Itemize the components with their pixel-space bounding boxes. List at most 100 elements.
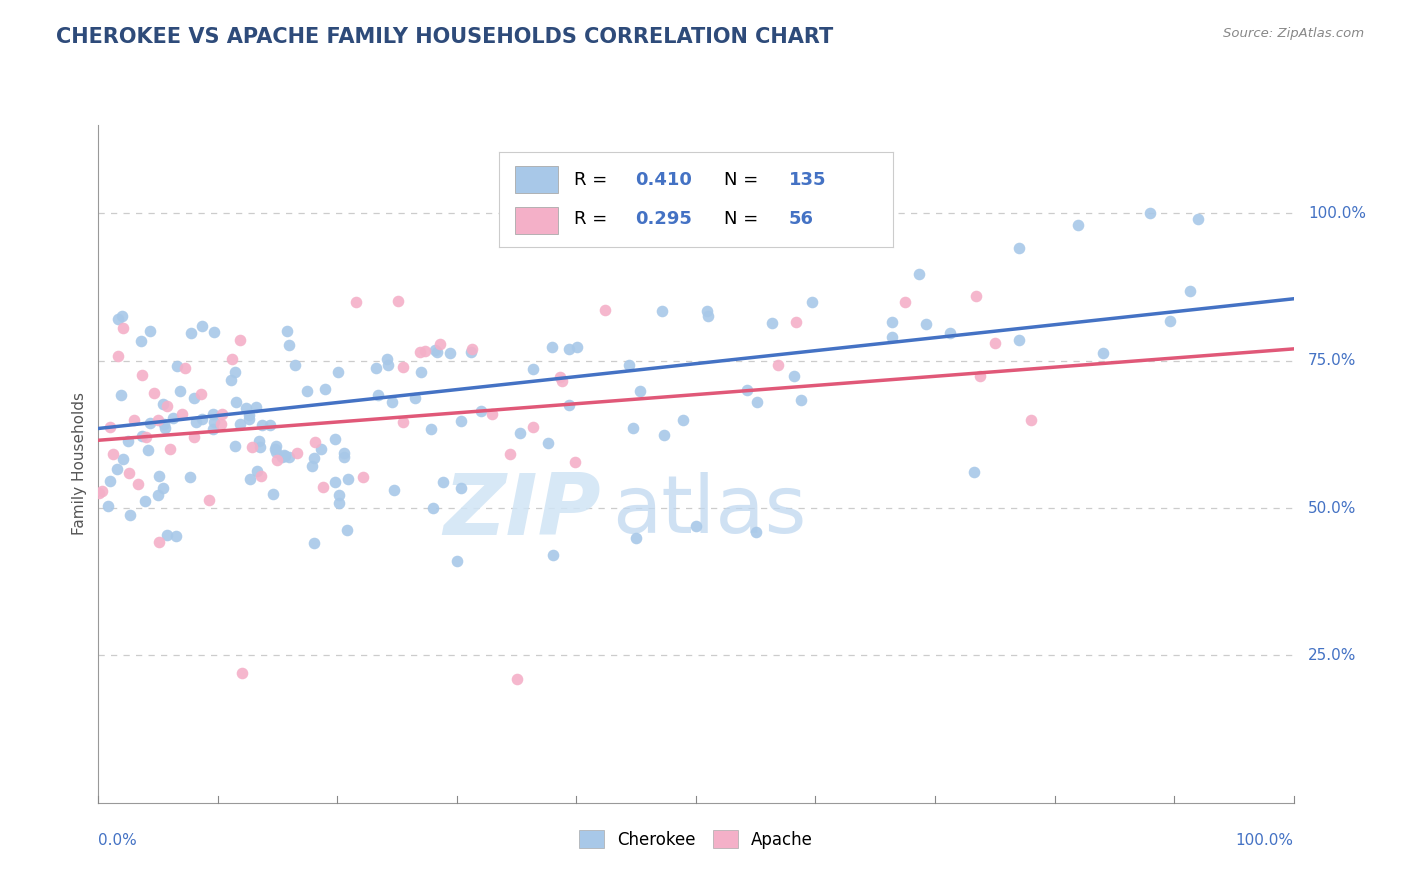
Point bbox=[245, 400, 267, 414]
Point bbox=[166, 359, 188, 374]
Point bbox=[619, 359, 641, 373]
Point bbox=[224, 365, 246, 379]
Point bbox=[221, 352, 243, 367]
Point bbox=[326, 365, 349, 379]
Point bbox=[735, 384, 758, 398]
Point bbox=[111, 452, 134, 467]
Point bbox=[131, 368, 153, 383]
Point bbox=[204, 415, 226, 429]
Point bbox=[91, 484, 114, 499]
Point bbox=[191, 412, 214, 426]
Point bbox=[558, 343, 581, 357]
Point bbox=[118, 466, 141, 480]
Point bbox=[745, 524, 768, 539]
Point bbox=[277, 338, 299, 352]
Point bbox=[274, 450, 297, 464]
Point bbox=[302, 536, 325, 550]
Point bbox=[245, 464, 267, 478]
Point bbox=[148, 534, 170, 549]
Point bbox=[110, 387, 132, 401]
Point bbox=[169, 384, 191, 399]
Text: N =: N = bbox=[724, 211, 769, 228]
Point bbox=[252, 417, 274, 432]
Point bbox=[202, 407, 225, 421]
Text: Source: ZipAtlas.com: Source: ZipAtlas.com bbox=[1223, 27, 1364, 40]
Point bbox=[238, 409, 260, 423]
Point bbox=[276, 325, 298, 339]
Point bbox=[696, 303, 718, 318]
Point bbox=[323, 432, 346, 446]
Point bbox=[382, 483, 405, 497]
Point bbox=[183, 430, 205, 444]
Point bbox=[135, 430, 157, 444]
Point bbox=[429, 337, 451, 351]
Text: 75.0%: 75.0% bbox=[1308, 353, 1357, 368]
Text: 50.0%: 50.0% bbox=[1308, 500, 1357, 516]
Point bbox=[621, 421, 644, 435]
Point bbox=[278, 450, 301, 464]
Point bbox=[1008, 241, 1031, 255]
Point bbox=[225, 395, 247, 409]
Text: 0.0%: 0.0% bbox=[98, 833, 138, 848]
Point bbox=[136, 443, 159, 458]
Point bbox=[801, 294, 824, 309]
Point bbox=[179, 469, 201, 483]
Point bbox=[761, 317, 783, 331]
Point bbox=[450, 414, 472, 428]
Point bbox=[152, 481, 174, 495]
Point bbox=[235, 401, 257, 416]
Point bbox=[148, 412, 170, 426]
Bar bbox=[515, 207, 558, 234]
Point bbox=[366, 361, 388, 376]
Text: 135: 135 bbox=[789, 170, 827, 188]
Point bbox=[323, 475, 346, 490]
Point bbox=[654, 428, 676, 442]
Bar bbox=[515, 166, 558, 193]
Point bbox=[131, 429, 153, 443]
Point bbox=[404, 391, 426, 405]
Point bbox=[304, 435, 326, 450]
Point bbox=[266, 445, 288, 459]
Point bbox=[138, 417, 160, 431]
Point bbox=[263, 442, 285, 456]
Point bbox=[983, 336, 1005, 351]
Point bbox=[284, 358, 307, 372]
Point bbox=[107, 349, 129, 363]
Point bbox=[697, 309, 720, 323]
Point bbox=[271, 450, 294, 464]
Text: atlas: atlas bbox=[612, 472, 807, 550]
Text: ZIP: ZIP bbox=[443, 470, 600, 553]
Point bbox=[1139, 206, 1161, 220]
Point bbox=[392, 359, 415, 374]
Point bbox=[162, 410, 184, 425]
Point bbox=[536, 436, 558, 450]
Point bbox=[783, 369, 806, 384]
Point bbox=[1008, 333, 1031, 347]
Text: 0.295: 0.295 bbox=[636, 211, 692, 228]
Point bbox=[183, 391, 205, 405]
Point bbox=[541, 340, 564, 354]
Point bbox=[432, 475, 454, 490]
Point bbox=[266, 452, 288, 467]
Text: 100.0%: 100.0% bbox=[1308, 206, 1365, 221]
Point bbox=[651, 304, 673, 318]
Point bbox=[336, 524, 359, 538]
Point bbox=[111, 309, 134, 323]
Point bbox=[285, 446, 308, 460]
Text: 0.410: 0.410 bbox=[636, 170, 692, 188]
Point bbox=[541, 548, 564, 562]
Point bbox=[460, 342, 482, 356]
Point bbox=[180, 326, 202, 341]
Point bbox=[333, 445, 356, 459]
Point bbox=[211, 407, 233, 421]
Point bbox=[408, 345, 430, 359]
Text: R =: R = bbox=[574, 170, 613, 188]
Point bbox=[337, 472, 360, 486]
Point bbox=[98, 420, 121, 434]
Point bbox=[963, 465, 986, 479]
Point bbox=[558, 398, 581, 412]
Point bbox=[915, 318, 938, 332]
Point bbox=[129, 334, 152, 348]
Point bbox=[548, 370, 571, 384]
Point bbox=[745, 394, 768, 409]
